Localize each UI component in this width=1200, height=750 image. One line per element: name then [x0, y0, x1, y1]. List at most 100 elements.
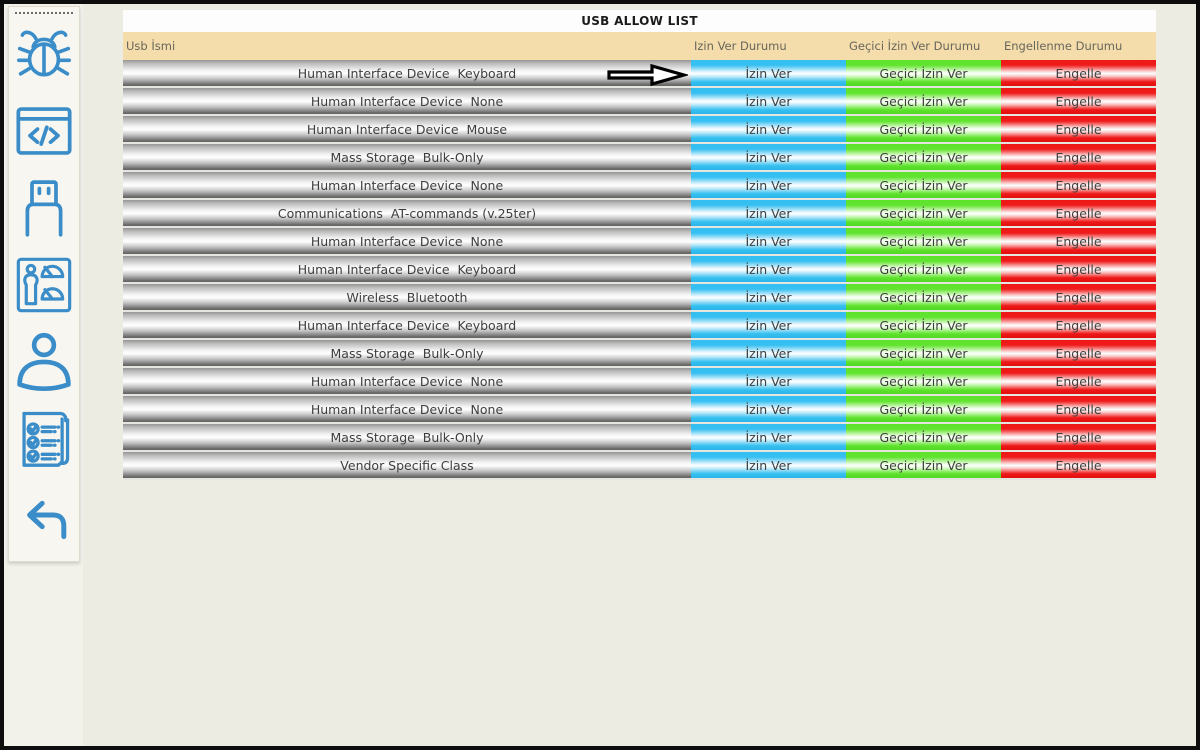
temp-allow-button[interactable]: Geçici İzin Ver [846, 284, 1001, 310]
temp-allow-button[interactable]: Geçici İzin Ver [846, 368, 1001, 394]
usb-device-name: Human Interface Device None [123, 368, 691, 394]
allow-button[interactable]: İzin Ver [691, 200, 846, 226]
temp-allow-button[interactable]: Geçici İzin Ver [846, 60, 1001, 86]
usb-device-name: Communications AT-commands (v.25ter) [123, 200, 691, 226]
allow-button[interactable]: İzin Ver [691, 284, 846, 310]
block-button[interactable]: Engelle [1001, 368, 1156, 394]
temp-allow-button[interactable]: Geçici İzin Ver [846, 312, 1001, 338]
page-title: USB ALLOW LIST [123, 10, 1156, 32]
code-window-icon [16, 107, 72, 155]
allow-button[interactable]: İzin Ver [691, 60, 846, 86]
allow-button[interactable]: İzin Ver [691, 340, 846, 366]
sidebar-item-bug-report[interactable] [9, 16, 79, 93]
temp-allow-button[interactable]: Geçici İzin Ver [846, 452, 1001, 478]
annotation-arrow-icon [607, 63, 688, 87]
usb-device-name: Human Interface Device None [123, 396, 691, 422]
table-body: Human Interface Device Keyboard İzin Ver… [123, 60, 1156, 480]
table-row: Human Interface Device Keyboard İzin Ver… [123, 60, 1156, 88]
block-button[interactable]: Engelle [1001, 228, 1156, 254]
temp-allow-button[interactable]: Geçici İzin Ver [846, 340, 1001, 366]
back-arrow-icon [27, 500, 67, 539]
usb-device-name: Human Interface Device Keyboard [123, 256, 691, 282]
toolbar-grip[interactable] [15, 12, 73, 14]
table-row: Mass Storage Bulk-Only İzin Ver Geçici İ… [123, 144, 1156, 172]
sidebar-item-usb-devices[interactable] [9, 169, 79, 246]
column-header-temp-allow: Geçici İzin Ver Durumu [849, 39, 981, 53]
block-button[interactable]: Engelle [1001, 88, 1156, 114]
usb-device-name: Wireless Bluetooth [123, 284, 691, 310]
allow-button[interactable]: İzin Ver [691, 452, 846, 478]
usb-device-name: Human Interface Device Keyboard [123, 60, 691, 86]
table-row: Wireless Bluetooth İzin Ver Geçici İzin … [123, 284, 1156, 312]
checklist-icon [22, 411, 70, 467]
usb-device-name: Mass Storage Bulk-Only [123, 424, 691, 450]
column-header-usb-name: Usb İsmi [126, 39, 176, 53]
table-row: Human Interface Device Keyboard İzin Ver… [123, 312, 1156, 340]
temp-allow-button[interactable]: Geçici İzin Ver [846, 88, 1001, 114]
allow-button[interactable]: İzin Ver [691, 368, 846, 394]
sidebar-item-device-scan[interactable] [9, 246, 79, 323]
block-button[interactable]: Engelle [1001, 452, 1156, 478]
block-button[interactable]: Engelle [1001, 172, 1156, 198]
temp-allow-button[interactable]: Geçici İzin Ver [846, 116, 1001, 142]
block-button[interactable]: Engelle [1001, 424, 1156, 450]
column-header-allow: Izin Ver Durumu [694, 39, 787, 53]
table-row: Human Interface Device None İzin Ver Geç… [123, 396, 1156, 424]
usb-device-name: Vendor Specific Class [123, 452, 691, 478]
table-row: Human Interface Device Mouse İzin Ver Ge… [123, 116, 1156, 144]
user-icon [17, 333, 71, 392]
usb-device-name: Mass Storage Bulk-Only [123, 340, 691, 366]
usb-allow-list-panel: USB ALLOW LIST Usb İsmi Izin Ver Durumu … [123, 10, 1156, 480]
usb-device-name: Human Interface Device Mouse [123, 116, 691, 142]
usb-device-name: Human Interface Device Keyboard [123, 312, 691, 338]
table-row: Mass Storage Bulk-Only İzin Ver Geçici İ… [123, 340, 1156, 368]
temp-allow-button[interactable]: Geçici İzin Ver [846, 172, 1001, 198]
temp-allow-button[interactable]: Geçici İzin Ver [846, 256, 1001, 282]
allow-button[interactable]: İzin Ver [691, 88, 846, 114]
temp-allow-button[interactable]: Geçici İzin Ver [846, 200, 1001, 226]
table-row: Vendor Specific Class İzin Ver Geçici İz… [123, 452, 1156, 480]
table-row: Human Interface Device None İzin Ver Geç… [123, 228, 1156, 256]
allow-button[interactable]: İzin Ver [691, 312, 846, 338]
table-row: Human Interface Device None İzin Ver Geç… [123, 172, 1156, 200]
sidebar-item-user[interactable] [9, 323, 79, 400]
usb-device-name: Mass Storage Bulk-Only [123, 144, 691, 170]
block-button[interactable]: Engelle [1001, 200, 1156, 226]
block-button[interactable]: Engelle [1001, 256, 1156, 282]
sidebar [8, 6, 80, 562]
sidebar-item-rules-list[interactable] [9, 400, 79, 477]
block-button[interactable]: Engelle [1001, 60, 1156, 86]
block-button[interactable]: Engelle [1001, 144, 1156, 170]
usb-device-name: Human Interface Device None [123, 172, 691, 198]
temp-allow-button[interactable]: Geçici İzin Ver [846, 424, 1001, 450]
table-header: Usb İsmi Izin Ver Durumu Geçici İzin Ver… [123, 32, 1156, 60]
block-button[interactable]: Engelle [1001, 116, 1156, 142]
sidebar-item-back[interactable] [9, 476, 79, 553]
temp-allow-button[interactable]: Geçici İzin Ver [846, 228, 1001, 254]
usb-device-name: Human Interface Device None [123, 228, 691, 254]
sidebar-item-code-console[interactable] [9, 93, 79, 170]
allow-button[interactable]: İzin Ver [691, 228, 846, 254]
table-row: Human Interface Device None İzin Ver Geç… [123, 88, 1156, 116]
allow-button[interactable]: İzin Ver [691, 256, 846, 282]
table-row: Human Interface Device None İzin Ver Geç… [123, 368, 1156, 396]
block-button[interactable]: Engelle [1001, 284, 1156, 310]
table-row: Mass Storage Bulk-Only İzin Ver Geçici İ… [123, 424, 1156, 452]
block-button[interactable]: Engelle [1001, 340, 1156, 366]
usb-device-name: Human Interface Device None [123, 88, 691, 114]
allow-button[interactable]: İzin Ver [691, 424, 846, 450]
allow-button[interactable]: İzin Ver [691, 116, 846, 142]
temp-allow-button[interactable]: Geçici İzin Ver [846, 144, 1001, 170]
block-button[interactable]: Engelle [1001, 312, 1156, 338]
block-button[interactable]: Engelle [1001, 396, 1156, 422]
bug-icon [17, 30, 71, 77]
table-row: Human Interface Device Keyboard İzin Ver… [123, 256, 1156, 284]
allow-button[interactable]: İzin Ver [691, 172, 846, 198]
usb-drive-icon [25, 180, 63, 237]
table-row: Communications AT-commands (v.25ter) İzi… [123, 200, 1156, 228]
column-header-block: Engellenme Durumu [1004, 39, 1123, 53]
allow-button[interactable]: İzin Ver [691, 396, 846, 422]
allow-button[interactable]: İzin Ver [691, 144, 846, 170]
temp-allow-button[interactable]: Geçici İzin Ver [846, 396, 1001, 422]
device-scan-icon [16, 257, 72, 312]
